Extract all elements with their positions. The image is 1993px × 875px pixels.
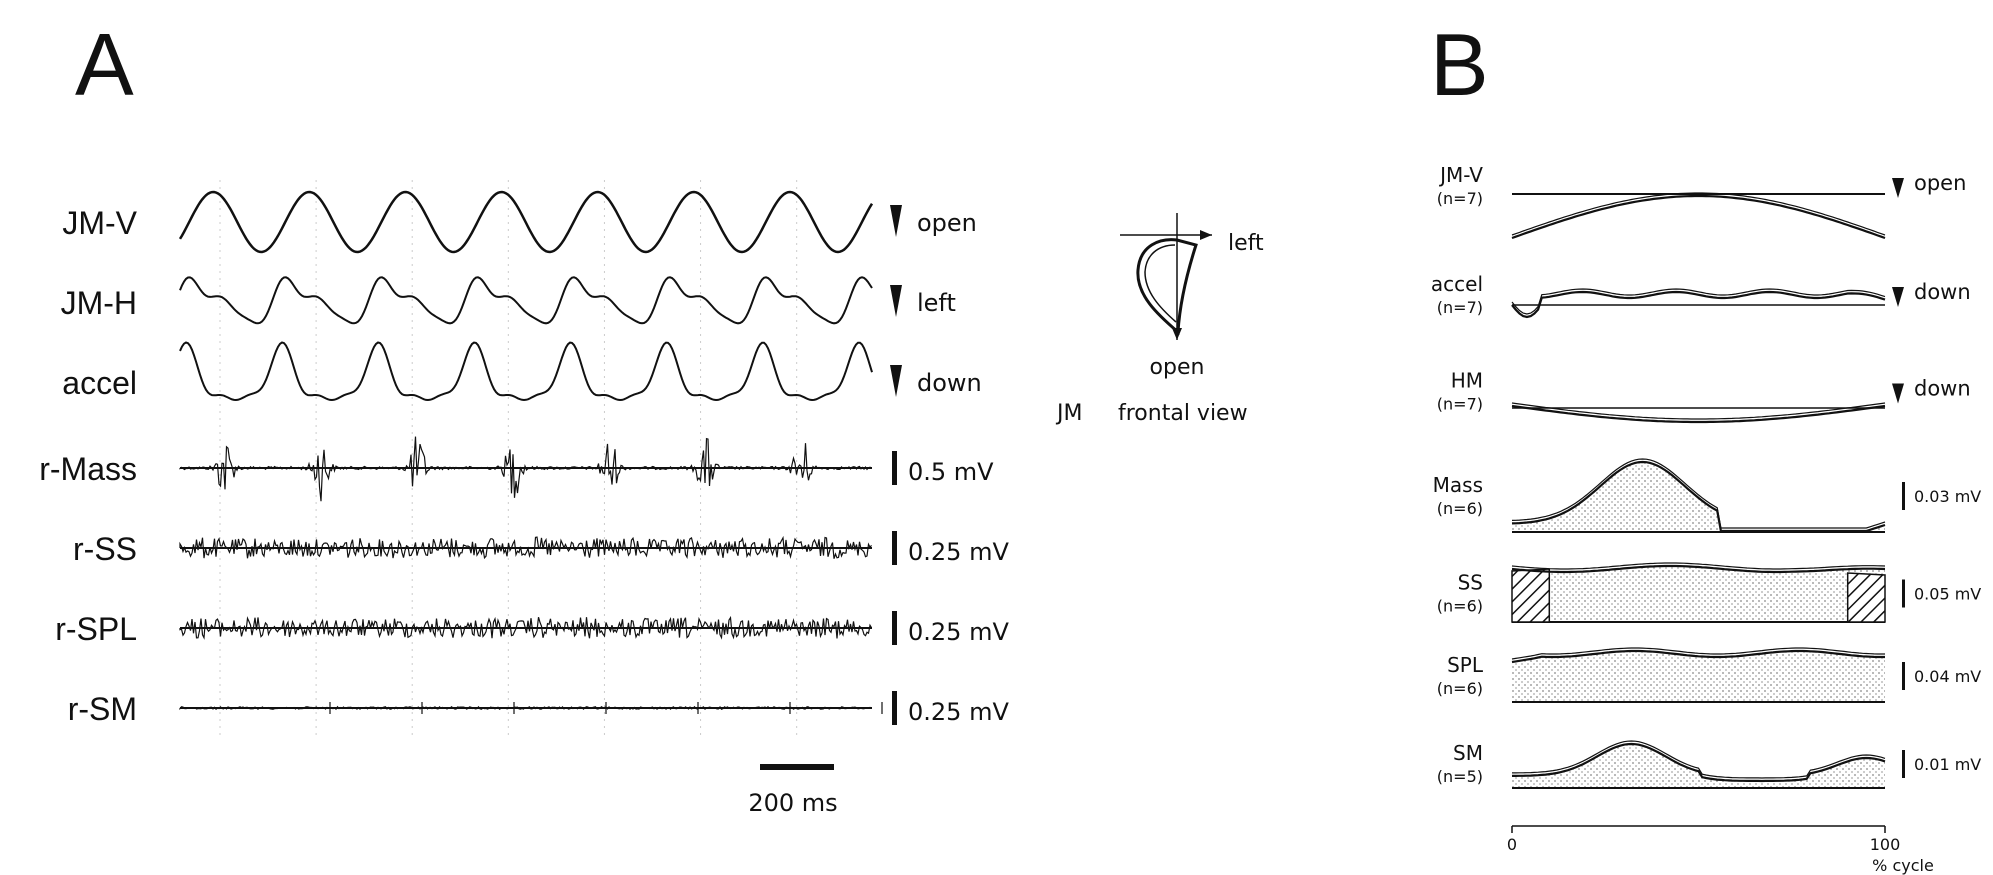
trace-label-r-sm: r-SM [68, 691, 137, 727]
direction-label-jm-v: open [917, 209, 977, 237]
b-n-ss: (n=6) [1437, 597, 1483, 616]
b-trace-sd-jm-v [1511, 192, 1886, 236]
inset-label-open: open [1150, 355, 1205, 380]
b-n-spl: (n=6) [1437, 679, 1483, 698]
scale-label-r-spl: 0.25 mV [908, 618, 1009, 646]
scale-bar-r-sm [892, 691, 897, 725]
b-label-mass: Mass [1433, 473, 1483, 497]
b-direction-label-accel: down [1914, 280, 1971, 304]
b-label-spl: SPL [1447, 653, 1484, 677]
b-direction-label-hm: down [1914, 377, 1971, 401]
b-x-axis-label: % cycle [1872, 856, 1934, 875]
b-direction-label-jm-v: open [1914, 171, 1966, 195]
b-label-jm-v: JM-V [1438, 163, 1483, 187]
b-trace-sd-spl [1511, 647, 1885, 660]
b-scale-bar-mass [1902, 482, 1905, 510]
b-label-accel: accel [1431, 272, 1483, 296]
inset-caption-jm: JM [1055, 401, 1082, 426]
b-scale-label-spl: 0.04 mV [1914, 667, 1981, 686]
time-scale-label: 200 ms [748, 789, 837, 817]
direction-label-jm-h: left [917, 289, 956, 317]
scale-bar-r-spl [892, 611, 897, 645]
b-n-jm-v: (n=7) [1437, 189, 1483, 208]
scale-bar-r-mass [892, 451, 897, 485]
b-n-sm: (n=5) [1437, 767, 1483, 786]
b-trace-sd-hm [1511, 402, 1886, 420]
b-trace-jm-v [1511, 194, 1886, 240]
panel-a: JM-V open JM-H left accel down r-Mass 0.5 mV r-S… [39, 180, 1009, 817]
b-scale-bar-ss [1902, 579, 1905, 608]
direction-arrow-accel [890, 365, 902, 397]
b-trace-accel [1511, 290, 1886, 319]
scale-label-r-sm: 0.25 mV [908, 698, 1009, 726]
direction-label-accel: down [917, 369, 982, 397]
b-n-accel: (n=7) [1437, 298, 1483, 317]
b-area-spl [1512, 651, 1885, 702]
b-scale-label-mass: 0.03 mV [1914, 487, 1981, 506]
b-direction-arrow-hm [1892, 383, 1904, 404]
b-label-sm: SM [1453, 741, 1483, 765]
b-label-hm: HM [1451, 369, 1483, 393]
scale-bar-r-ss [892, 531, 897, 565]
b-x-tick-label-100: 100 [1870, 835, 1901, 854]
b-trace-sm [1512, 742, 1886, 783]
b-trace-sd-mass [1511, 458, 1886, 529]
panel-b-letter: B [1430, 15, 1489, 114]
time-scale-bar [760, 764, 834, 770]
b-direction-arrow-jm-v [1892, 178, 1904, 198]
b-trace-hm [1511, 404, 1886, 424]
trace-r-spl [179, 615, 873, 640]
b-trace-sd-ss [1511, 562, 1886, 570]
jaw-loop-inner [1144, 244, 1177, 323]
trace-label-r-mass: r-Mass [39, 451, 137, 487]
trace-jm-h [179, 276, 873, 325]
b-hatch-left [1511, 568, 1551, 623]
inset-caption-view: frontal view [1118, 401, 1248, 426]
jaw-loop [1136, 238, 1198, 336]
scale-label-r-mass: 0.5 mV [908, 458, 994, 486]
scale-label-r-ss: 0.25 mV [908, 538, 1009, 566]
b-label-ss: SS [1458, 571, 1483, 595]
trace-label-jm-h: JM-H [61, 285, 137, 321]
b-scale-label-sm: 0.01 mV [1914, 755, 1981, 774]
b-n-hm: (n=7) [1437, 395, 1483, 414]
b-x-tick-label-0: 0 [1507, 835, 1517, 854]
jaw-movement-inset: left open JM frontal view [1055, 213, 1264, 426]
b-scale-bar-spl [1902, 662, 1905, 690]
direction-arrow-jm-h [890, 285, 902, 317]
panel-b: JM-V (n=7) open accel (n=7) down HM (n=7) down Ma… [1431, 163, 1981, 875]
b-trace-mass [1511, 460, 1886, 533]
b-area-sm [1512, 744, 1885, 788]
b-scale-label-ss: 0.05 mV [1914, 585, 1981, 604]
b-area-ss [1512, 566, 1885, 622]
trace-accel [179, 341, 873, 402]
trace-label-r-spl: r-SPL [55, 611, 137, 647]
b-trace-ss [1511, 564, 1886, 574]
b-trace-sd-sm [1512, 740, 1886, 779]
b-trace-sd-accel [1511, 288, 1886, 315]
b-n-mass: (n=6) [1437, 499, 1483, 518]
b-trace-spl [1511, 649, 1885, 664]
b-area-mass [1512, 462, 1885, 532]
trace-label-r-ss: r-SS [73, 531, 137, 567]
trace-jm-v [178, 190, 874, 254]
trace-label-jm-v: JM-V [62, 205, 137, 241]
trace-label-accel: accel [62, 365, 137, 401]
inset-arrow-left [1200, 230, 1212, 240]
inset-label-left: left [1228, 231, 1264, 256]
b-scale-bar-sm [1902, 750, 1905, 778]
trace-r-ss [179, 535, 872, 560]
panel-a-letter: A [75, 15, 134, 114]
direction-arrow-jm-v [890, 205, 902, 237]
b-direction-arrow-accel [1892, 287, 1904, 307]
b-hatch-right [1846, 572, 1886, 623]
